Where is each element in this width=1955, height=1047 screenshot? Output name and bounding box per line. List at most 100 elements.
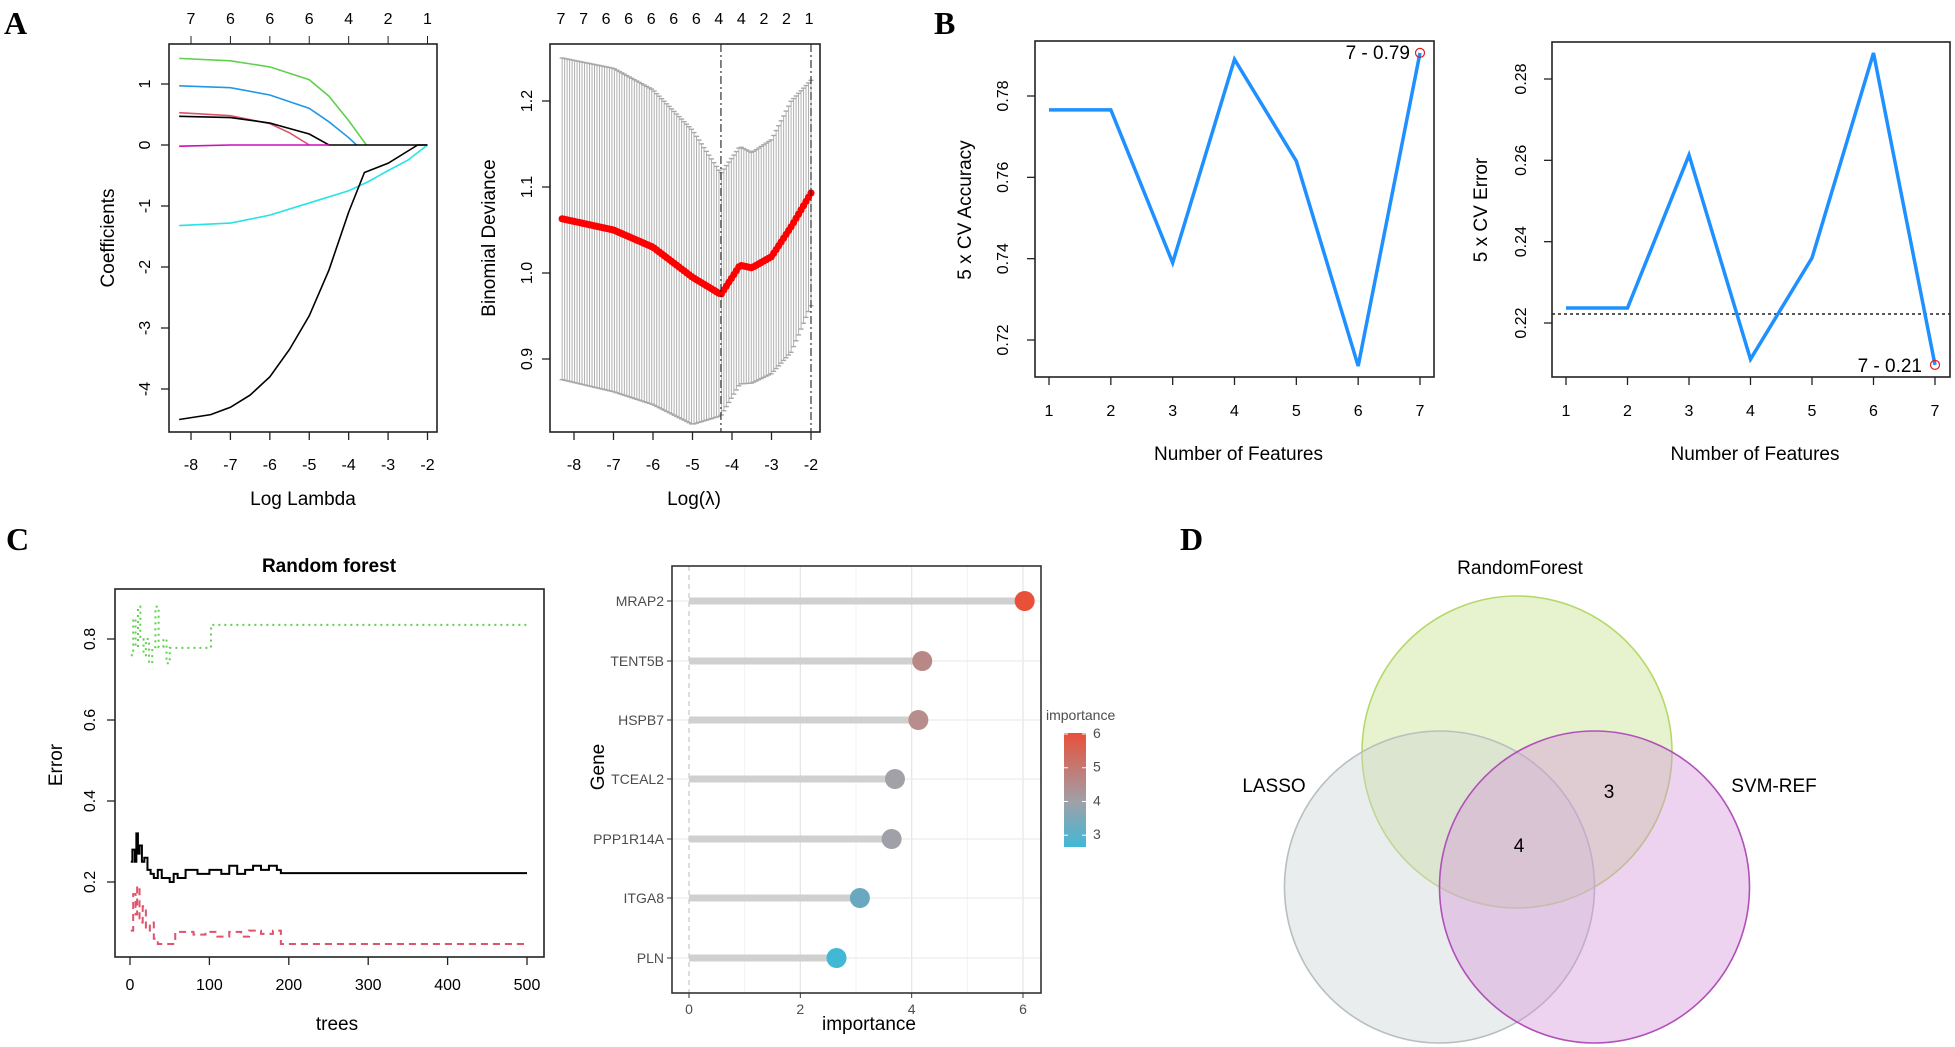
chart-title: Random forest	[262, 556, 397, 577]
top-df-label: 7	[557, 11, 566, 28]
x-tick-label: 100	[196, 977, 223, 994]
rf-plot-box	[114, 588, 545, 958]
x-tick-label: 5	[1808, 403, 1817, 420]
top-df-label: 1	[423, 11, 432, 28]
x-tick-label: -7	[606, 457, 620, 474]
top-df-label: 6	[669, 11, 678, 28]
top-df-label: 2	[759, 11, 768, 28]
x-tick-label: -3	[381, 457, 395, 474]
legend-colorbar	[1064, 733, 1086, 847]
lollipop-point	[826, 948, 847, 968]
coef-path-5	[179, 144, 428, 227]
panel-label-b: B	[934, 5, 955, 41]
x-tick-label: 4	[1230, 403, 1239, 420]
x-tick-label: 500	[514, 977, 541, 994]
y-tick-label: 1.2	[519, 90, 536, 112]
x-tick-label: 6	[1019, 1001, 1027, 1017]
lollipop-point	[881, 829, 902, 849]
error-bars	[559, 57, 814, 425]
legend-title: importance	[1046, 707, 1115, 723]
x-tick-label: 6	[1354, 403, 1363, 420]
lollipop-point	[884, 769, 905, 789]
legend-tick-label: 5	[1093, 759, 1101, 775]
top-df-label: 2	[384, 11, 393, 28]
x-tick-label: 3	[1168, 403, 1177, 420]
deviance-plot-box	[549, 43, 821, 433]
y-tick-label: 0.78	[995, 80, 1012, 111]
y-tick-label: 0.6	[82, 709, 99, 731]
gene-label: MRAP2	[616, 593, 664, 609]
x-tick-label: 4	[1746, 403, 1755, 420]
x-tick-label: 7	[1416, 403, 1425, 420]
y-tick-label: 0	[137, 140, 154, 149]
x-axis-label: importance	[822, 1014, 916, 1035]
y-tick-label: 0.74	[995, 243, 1012, 274]
top-df-label: 7	[187, 11, 196, 28]
gene-label: ITGA8	[624, 890, 665, 906]
x-tick-label: 0	[685, 1001, 693, 1017]
x-tick-label: 0	[126, 977, 135, 994]
coef-path-0	[179, 57, 368, 146]
x-tick-label: -7	[223, 457, 237, 474]
x-tick-label: -8	[567, 457, 581, 474]
x-tick-label: -4	[725, 457, 739, 474]
cv-plot-box	[1551, 41, 1951, 378]
y-axis-label: 5 x CV Accuracy	[955, 140, 976, 280]
top-df-label: 6	[265, 11, 274, 28]
cv-line	[1566, 52, 1937, 366]
top-df-label: 4	[344, 11, 353, 28]
venn-set-label: LASSO	[1242, 776, 1305, 797]
y-tick-label: 0.9	[519, 348, 536, 370]
x-tick-label: 7	[1931, 403, 1940, 420]
x-tick-label: 2	[796, 1001, 804, 1017]
x-tick-label: 200	[275, 977, 302, 994]
lollipop-point	[912, 651, 933, 671]
cv-line	[1049, 52, 1422, 367]
venn-region-count: 4	[1514, 836, 1525, 857]
lollipop-point	[849, 888, 870, 908]
legend-tick-label: 4	[1093, 792, 1101, 808]
top-df-label: 6	[602, 11, 611, 28]
coef-path-3	[179, 115, 428, 146]
gene-label: TENT5B	[610, 653, 664, 669]
lollipop-plot-box	[671, 565, 1042, 994]
y-tick-label: -3	[137, 321, 154, 335]
gene-label: HSPB7	[618, 712, 664, 728]
rf-error-line-1	[130, 885, 527, 945]
venn-set-label: RandomForest	[1457, 558, 1583, 579]
coef-path-6	[179, 144, 428, 421]
y-tick-label: -2	[137, 260, 154, 274]
panel-label-a: A	[4, 5, 27, 41]
y-axis-label: Gene	[588, 744, 609, 790]
best-point-annotation: 7 - 0.79	[1346, 43, 1410, 64]
top-df-label: 6	[305, 11, 314, 28]
rf-error-line-0	[130, 832, 527, 883]
y-tick-label: 1	[137, 79, 154, 88]
panel-label-c: C	[6, 521, 29, 557]
x-tick-label: -4	[342, 457, 356, 474]
lollipop-point	[908, 710, 929, 730]
x-axis-label: trees	[316, 1014, 358, 1035]
y-tick-label: 0.26	[1513, 145, 1530, 176]
top-df-label: 4	[714, 11, 723, 28]
best-point-marker	[1929, 359, 1941, 370]
y-tick-label: 1.1	[519, 176, 536, 198]
y-axis-label: Coefficients	[98, 189, 119, 288]
x-tick-label: 1	[1045, 403, 1054, 420]
x-tick-label: -2	[804, 457, 818, 474]
top-df-label: 6	[226, 11, 235, 28]
y-tick-label: 0.24	[1513, 226, 1530, 257]
y-tick-label: 1.0	[519, 262, 536, 284]
x-tick-label: 5	[1292, 403, 1301, 420]
top-df-label: 1	[805, 11, 814, 28]
x-tick-label: 3	[1685, 403, 1694, 420]
lollipop-point	[1014, 591, 1035, 611]
venn-set-label: SVM-REF	[1731, 776, 1817, 797]
y-tick-label: 0.72	[995, 324, 1012, 355]
coef-plot-box	[168, 43, 438, 433]
top-df-label: 2	[782, 11, 791, 28]
y-tick-label: 0.4	[82, 790, 99, 812]
x-tick-label: -3	[764, 457, 778, 474]
x-axis-label: Number of Features	[1671, 444, 1840, 465]
y-tick-label: -4	[137, 382, 154, 396]
